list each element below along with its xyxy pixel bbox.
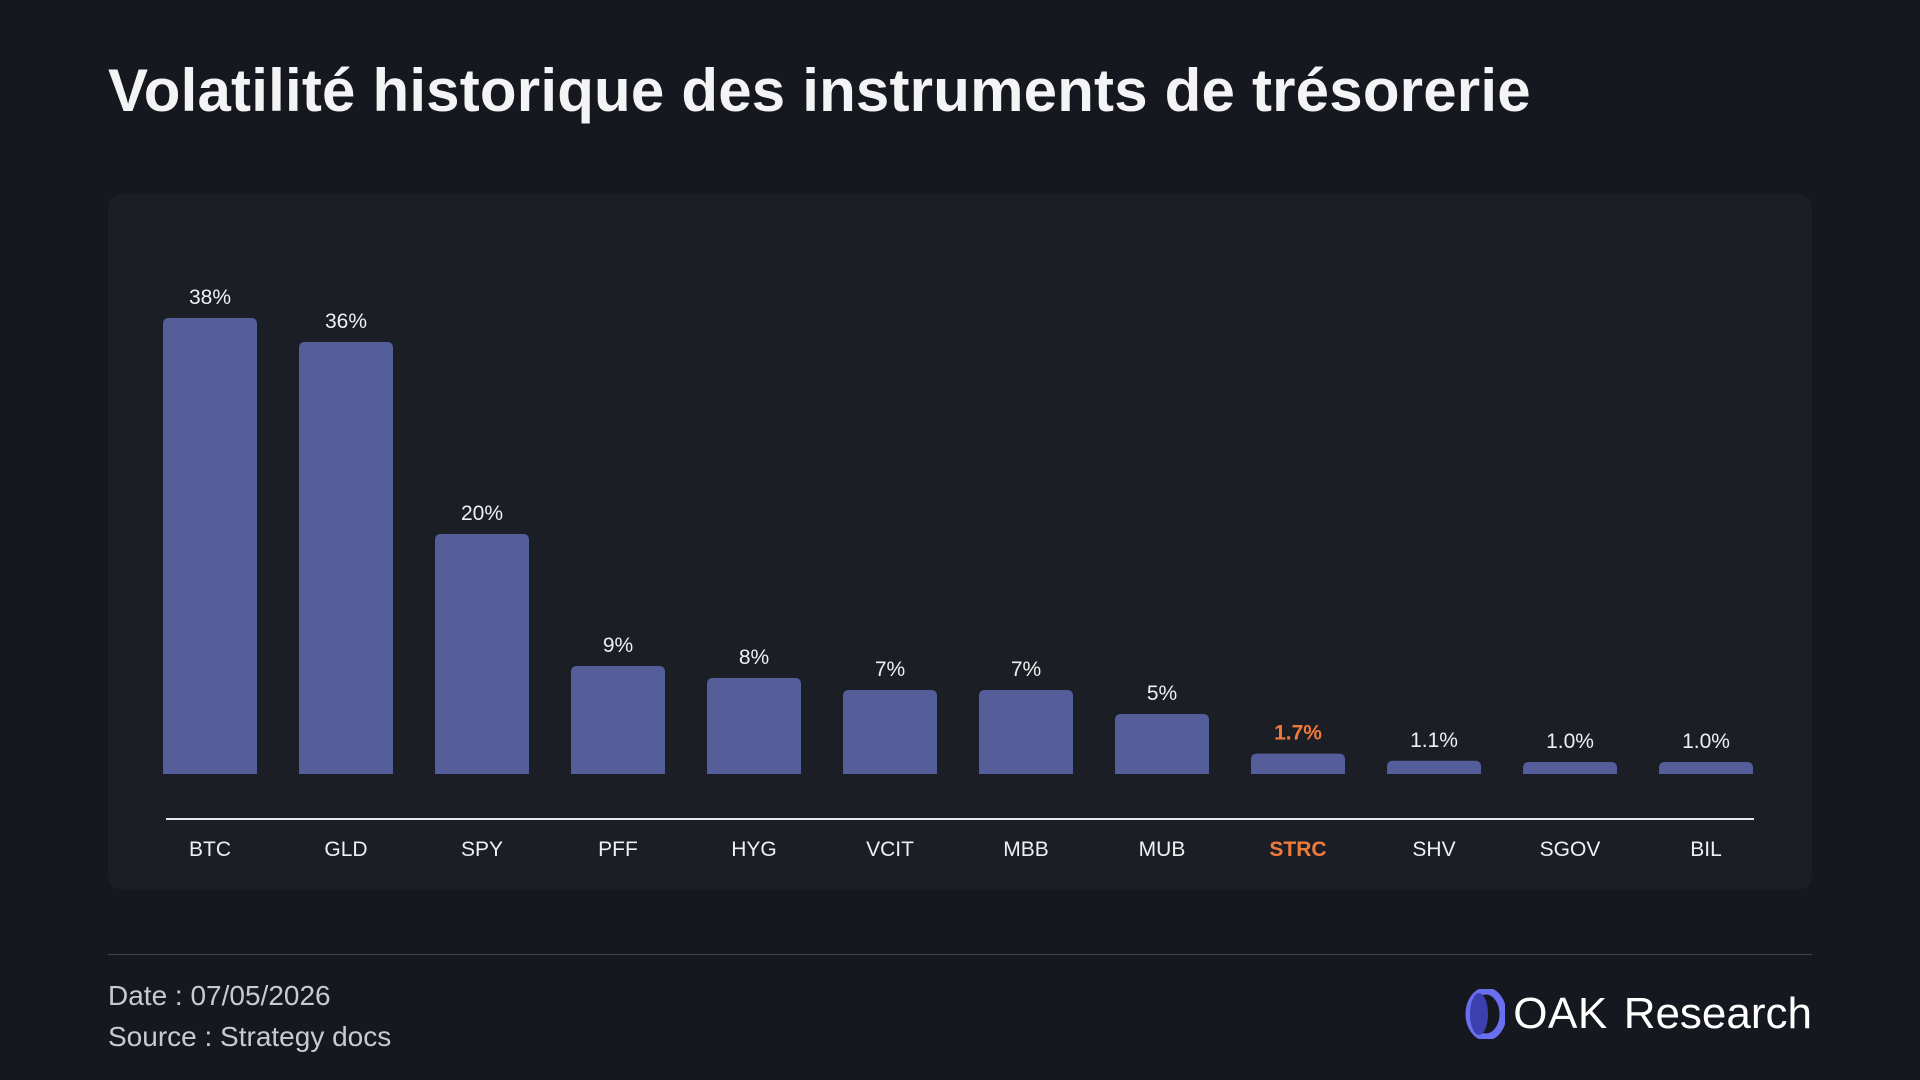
bar-vcit — [843, 690, 937, 774]
data-label-pff: 9% — [603, 634, 633, 657]
footer-source: Source : Strategy docs — [108, 1021, 392, 1052]
tick-label-spy: SPY — [461, 838, 503, 861]
tick-label-hyg: HYG — [731, 838, 777, 861]
footer-divider — [108, 954, 1812, 955]
bar-spy — [435, 534, 529, 774]
bar-gld — [299, 342, 393, 774]
tick-label-pff: PFF — [598, 838, 638, 861]
brand-logo: OAK Research — [1463, 988, 1812, 1040]
chart-panel: 38% BTC 36% GLD 20% SPY 9% PFF 8% HYG 7% VCIT 7% MBB 5… — [108, 194, 1812, 890]
page-title: Volatilité historique des instruments de… — [108, 57, 1531, 124]
data-label-mub: 5% — [1147, 682, 1177, 705]
tick-label-shv: SHV — [1412, 838, 1455, 861]
bar-mub — [1115, 714, 1209, 774]
tick-label-strc: STRC — [1269, 838, 1326, 861]
data-label-spy: 20% — [461, 502, 503, 525]
bar-pff — [571, 666, 665, 774]
bar-chart: 38% BTC 36% GLD 20% SPY 9% PFF 8% HYG 7% VCIT 7% MBB 5… — [163, 286, 1754, 861]
bar-shv — [1387, 760, 1481, 774]
data-label-vcit: 7% — [875, 658, 905, 681]
data-label-shv: 1.1% — [1410, 729, 1458, 752]
oak-ring-icon — [1465, 989, 1506, 1039]
tick-label-bil: BIL — [1690, 838, 1722, 861]
bar-sgov — [1523, 762, 1617, 774]
data-label-hyg: 8% — [739, 646, 769, 669]
bar-btc — [163, 318, 257, 774]
tick-label-sgov: SGOV — [1540, 838, 1601, 861]
data-label-sgov: 1.0% — [1546, 730, 1594, 753]
data-label-gld: 36% — [325, 310, 367, 333]
bar-hyg — [707, 678, 801, 774]
bar-bil — [1659, 762, 1753, 774]
tick-label-mbb: MBB — [1003, 838, 1049, 861]
data-label-bil: 1.0% — [1682, 730, 1730, 753]
tick-label-vcit: VCIT — [866, 838, 914, 861]
logo-name-text: Research — [1623, 989, 1812, 1038]
footer-date: Date : 07/05/2026 — [108, 980, 331, 1011]
bar-strc — [1251, 753, 1345, 774]
data-label-strc: 1.7% — [1274, 722, 1322, 745]
data-label-mbb: 7% — [1011, 658, 1041, 681]
tick-label-mub: MUB — [1139, 838, 1186, 861]
bar-mbb — [979, 690, 1073, 774]
tick-label-btc: BTC — [189, 838, 231, 861]
tick-label-gld: GLD — [324, 838, 367, 861]
logo-brand-text: OAK — [1513, 989, 1608, 1038]
data-label-btc: 38% — [189, 286, 231, 309]
